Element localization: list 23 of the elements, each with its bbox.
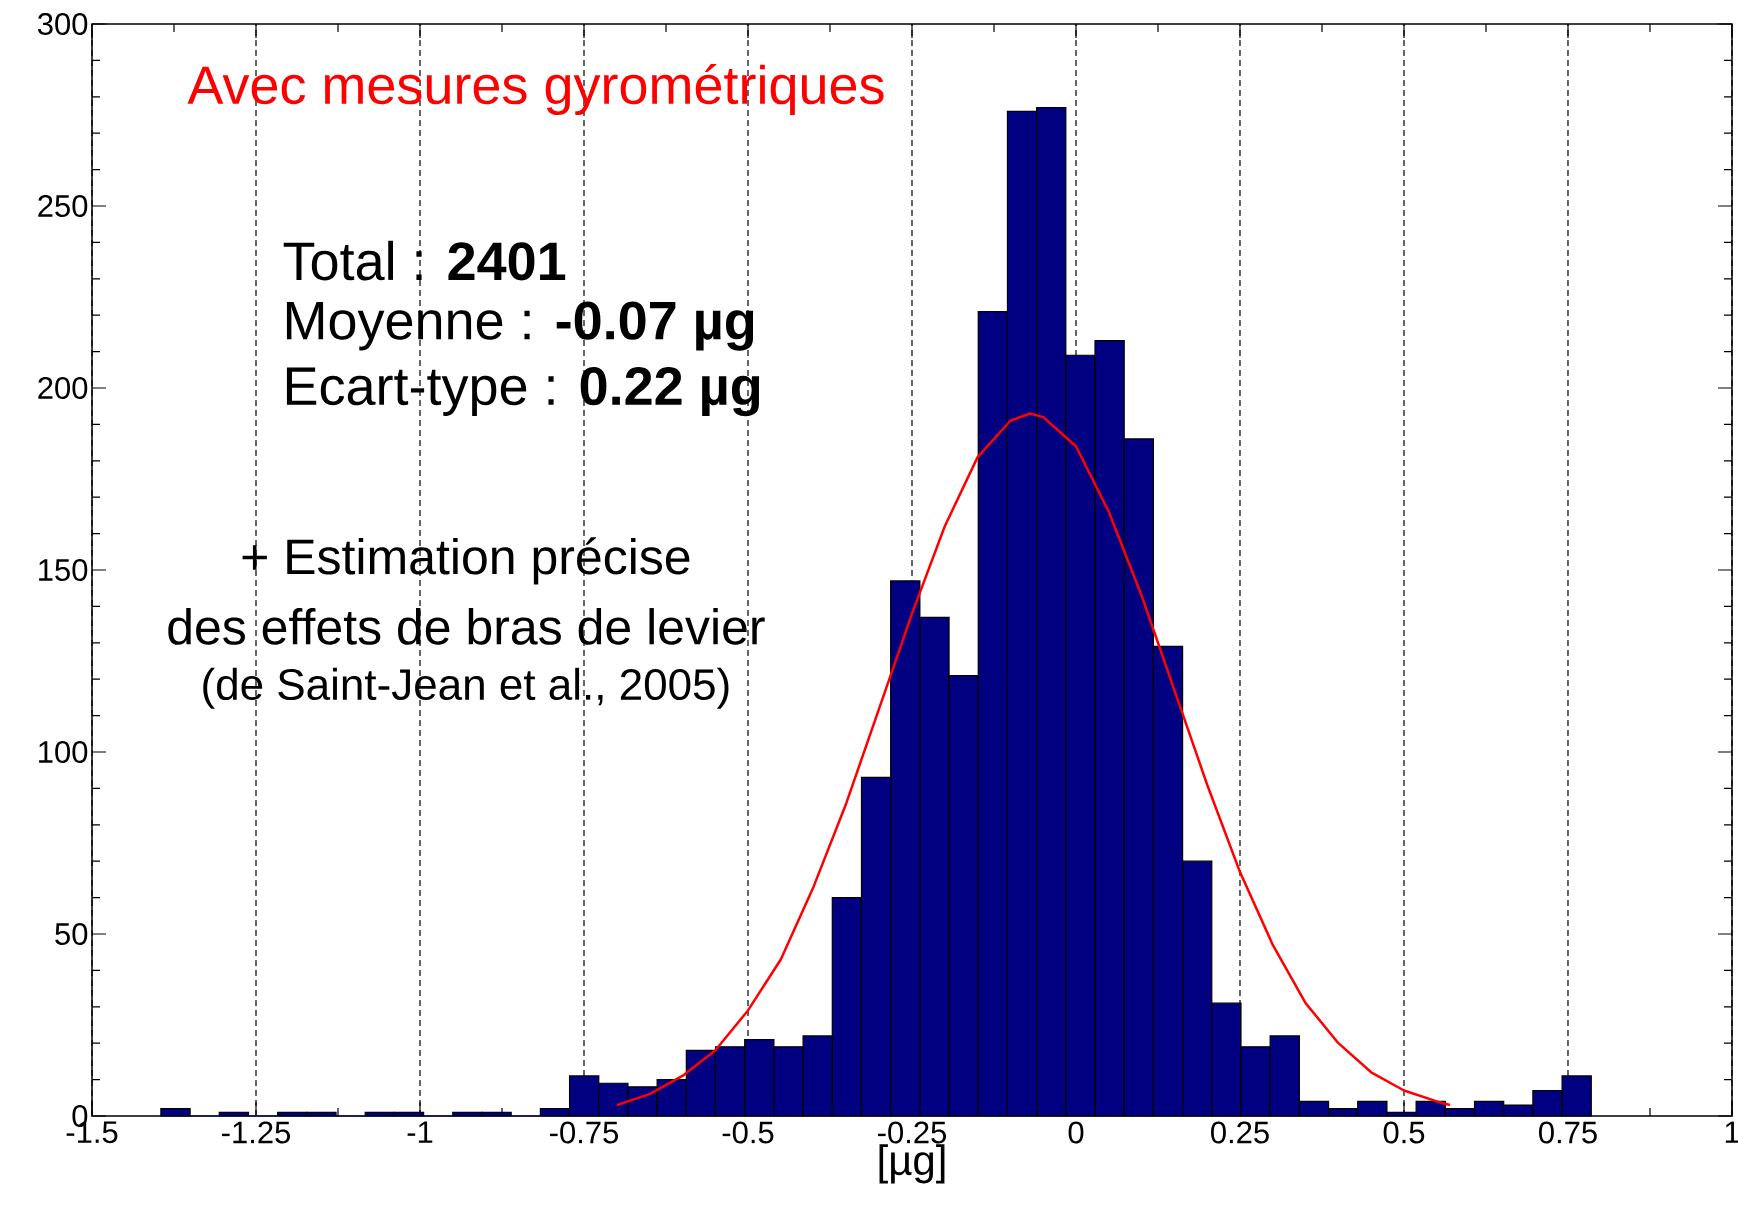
x-tick-label: 0: [1068, 1121, 1084, 1144]
x-tick-label: -0.25: [878, 1121, 947, 1144]
x-tick-label: 0.25: [1211, 1121, 1269, 1144]
annotation: Ecart-type : 0.22 µg: [286, 367, 760, 417]
y-tick-label: 250: [38, 195, 88, 217]
annotation: Total : 2401: [283, 240, 566, 281]
x-tick-label: -1.25: [222, 1121, 291, 1144]
x-tick-label: -1: [407, 1121, 433, 1143]
y-tick-label: 200: [38, 377, 88, 399]
y-tick-label: 50: [55, 923, 88, 945]
x-tick-label: -0.75: [550, 1121, 619, 1144]
annotation: (de Saint-Jean et al., 2005): [203, 667, 729, 709]
x-axis-title: [µg]: [879, 1144, 945, 1184]
y-tick-label: 300: [37, 13, 88, 35]
text: Avec mesures gyrométriques: [187, 64, 884, 115]
x-tick-label: -0.5: [722, 1121, 774, 1144]
annotation: + Estimation précise: [242, 537, 690, 585]
y-tick-label: 150: [39, 559, 88, 581]
x-tick-label: 0.75: [1539, 1121, 1597, 1144]
x-tick-label: 0.5: [1383, 1121, 1425, 1144]
y-tick-label: 100: [39, 741, 88, 763]
annotation: Moyenne : -0.07 µg: [286, 301, 754, 351]
annotation: des effets de bras de levier: [168, 608, 765, 645]
